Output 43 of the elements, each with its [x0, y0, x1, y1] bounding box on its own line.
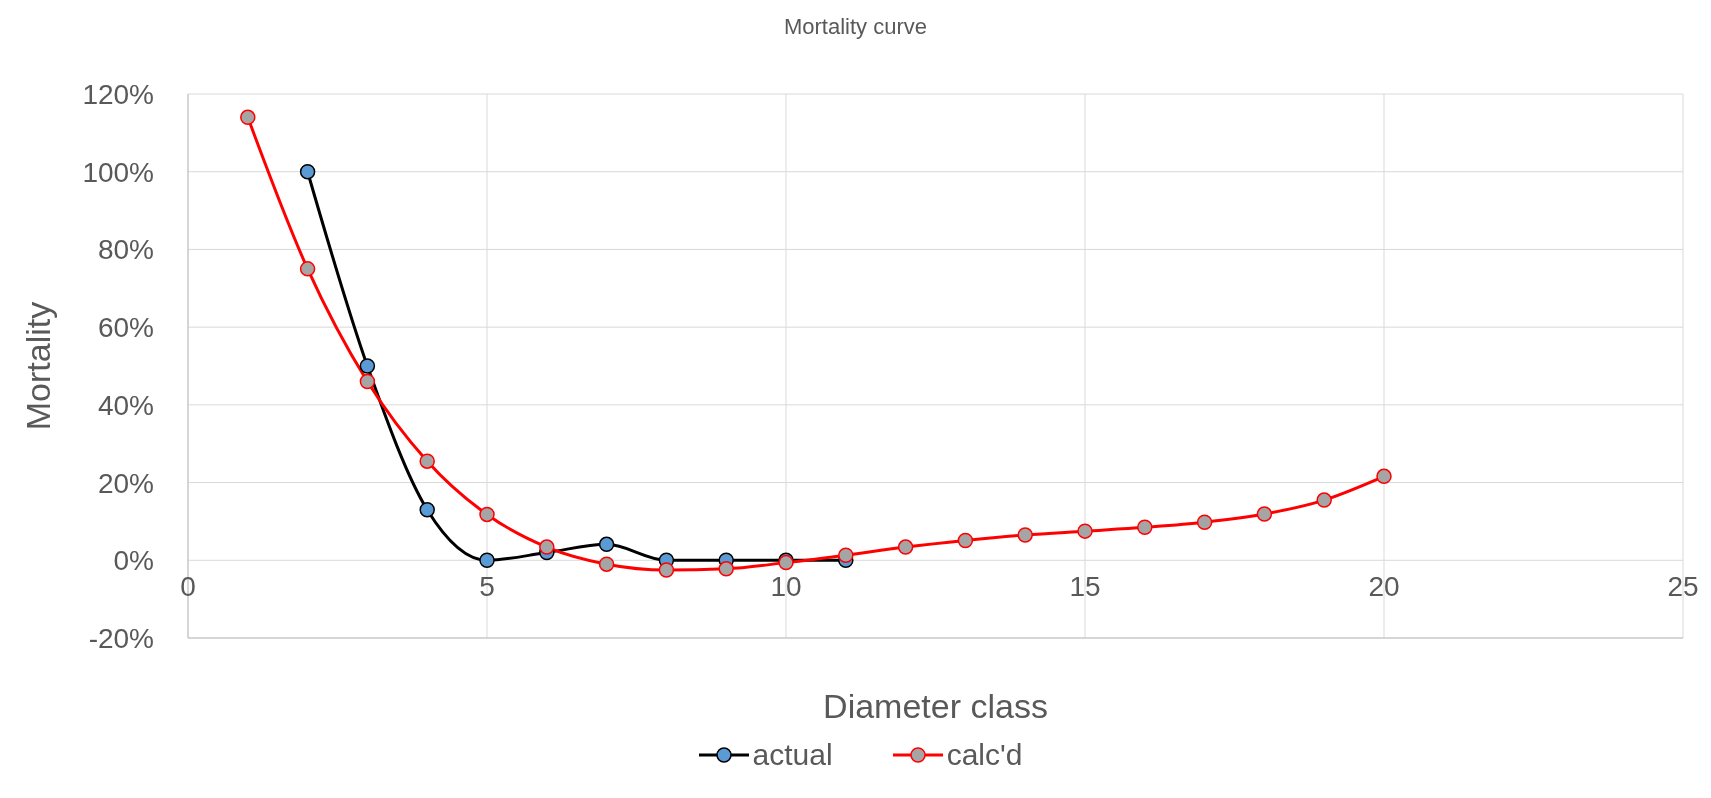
point [897, 539, 914, 555]
y-tick-label: 20% [97, 467, 154, 499]
point [359, 373, 376, 390]
y-tick-label: 100% [82, 156, 154, 188]
point [539, 539, 555, 555]
point [359, 358, 376, 374]
y-tick-label: 40% [97, 389, 154, 421]
point [299, 261, 316, 277]
chart-title: Mortality curve [782, 13, 928, 41]
y-tick-label: 60% [97, 312, 154, 344]
x-tick-label: 10 [770, 571, 802, 603]
x-tick-label: 25 [1667, 571, 1699, 603]
point [838, 547, 854, 563]
y-tick-label: 120% [82, 78, 154, 110]
point [1137, 519, 1153, 536]
point [1077, 523, 1093, 539]
x-axis-title: Diameter class [823, 687, 1048, 725]
y-tick-label: 80% [97, 234, 154, 266]
point [957, 532, 974, 549]
point [1316, 492, 1332, 508]
point [1256, 506, 1273, 522]
y-tick-label: -20% [88, 622, 154, 654]
y-tick-label: 0% [113, 545, 154, 577]
point [1196, 514, 1213, 530]
point [658, 562, 675, 578]
x-tick-label: 20 [1368, 571, 1400, 603]
x-tick-label: 5 [479, 571, 495, 603]
y-axis-title: Mortality [19, 301, 58, 431]
x-tick-label: 15 [1069, 571, 1101, 603]
legend-label: calc'd [945, 738, 1023, 772]
point [479, 552, 495, 569]
point [718, 561, 734, 577]
point [479, 506, 495, 523]
point [419, 502, 435, 518]
point [598, 556, 615, 572]
point [1017, 527, 1033, 543]
point [419, 453, 435, 469]
x-tick-label: 0 [180, 571, 196, 603]
point [240, 109, 256, 126]
point [598, 536, 615, 553]
point [299, 163, 316, 180]
point [1376, 468, 1392, 485]
legend-label: actual [751, 738, 833, 772]
